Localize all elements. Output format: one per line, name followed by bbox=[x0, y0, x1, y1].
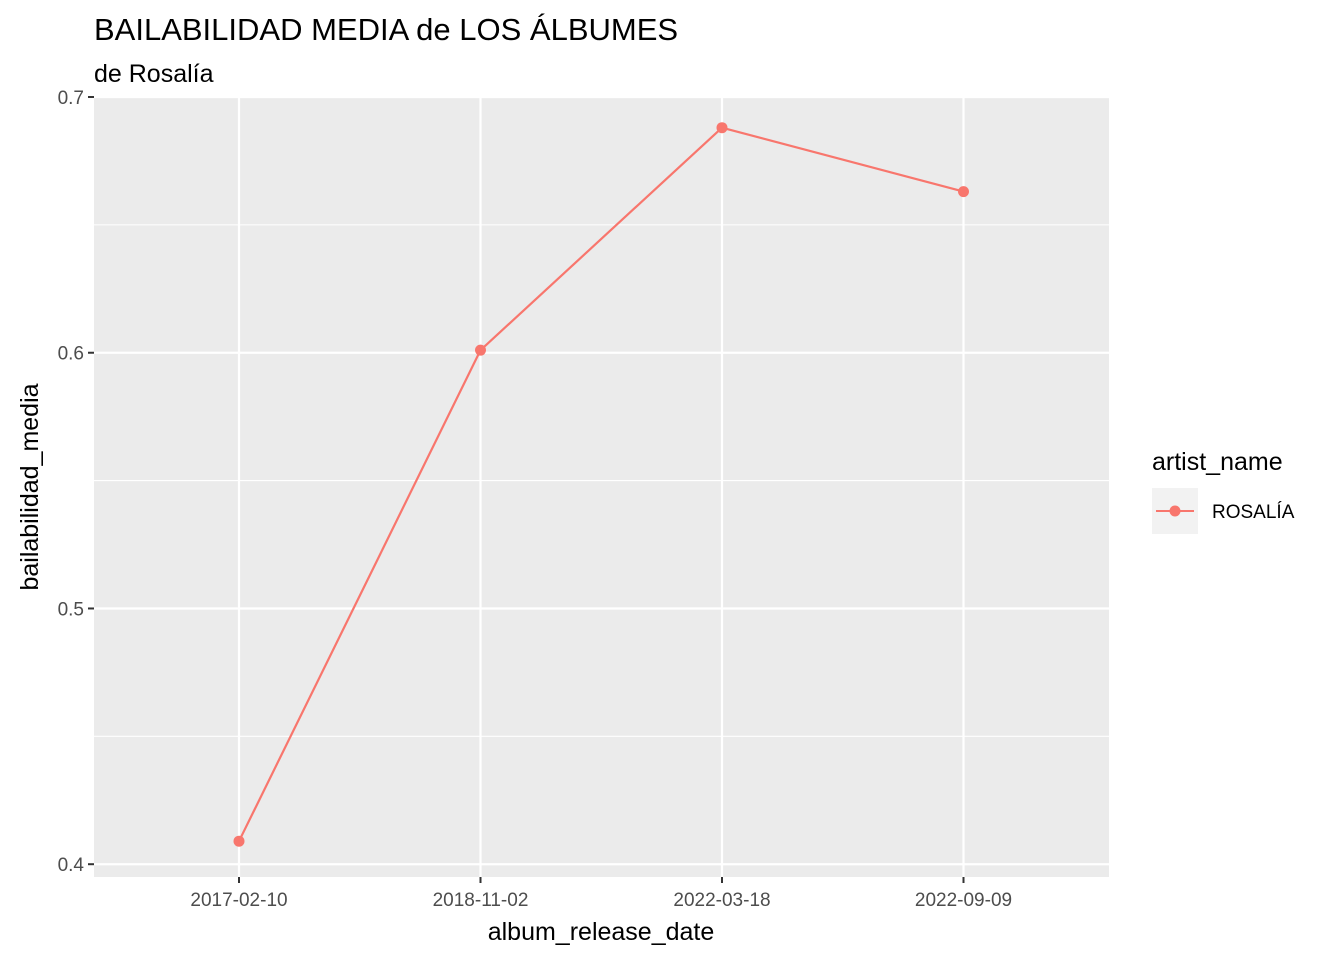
minor-gridlines bbox=[94, 224, 1109, 737]
y-tick-labels: 0.4 0.5 0.6 0.7 bbox=[58, 88, 85, 876]
x-tick-label: 2022-09-09 bbox=[915, 890, 1012, 911]
y-tick-label: 0.5 bbox=[58, 599, 84, 620]
series-line bbox=[238, 126, 964, 842]
data-point bbox=[958, 186, 969, 198]
legend: artist_name ROSALÍA bbox=[1152, 448, 1295, 534]
major-gridlines bbox=[94, 95, 1109, 877]
data-point bbox=[233, 835, 245, 847]
x-tick-label: 2017-02-10 bbox=[190, 890, 287, 911]
y-tick-label: 0.6 bbox=[58, 344, 84, 365]
chart-title: BAILABILIDAD MEDIA de LOS ÁLBUMES bbox=[94, 12, 678, 47]
legend-item-label: ROSALÍA bbox=[1212, 502, 1295, 523]
plot-panel bbox=[94, 97, 1109, 877]
x-tick-label: 2018-11-02 bbox=[433, 890, 529, 911]
legend-title: artist_name bbox=[1152, 448, 1283, 476]
data-point bbox=[475, 344, 486, 356]
x-tick-label: 2022-03-18 bbox=[673, 890, 770, 911]
data-point bbox=[716, 122, 728, 134]
x-tick-labels: 2017-02-10 2018-11-02 2022-03-18 2022-09-09 bbox=[190, 890, 1012, 911]
chart-subtitle: de Rosalía bbox=[94, 60, 214, 88]
axis-ticks bbox=[88, 96, 965, 883]
series-layer bbox=[233, 122, 969, 847]
y-tick-label: 0.4 bbox=[58, 855, 85, 876]
y-axis-label: bailabilidad_media bbox=[16, 383, 44, 590]
legend-key-point bbox=[1169, 505, 1181, 517]
y-tick-label: 0.7 bbox=[58, 88, 84, 109]
x-axis-label: album_release_date bbox=[488, 918, 715, 946]
